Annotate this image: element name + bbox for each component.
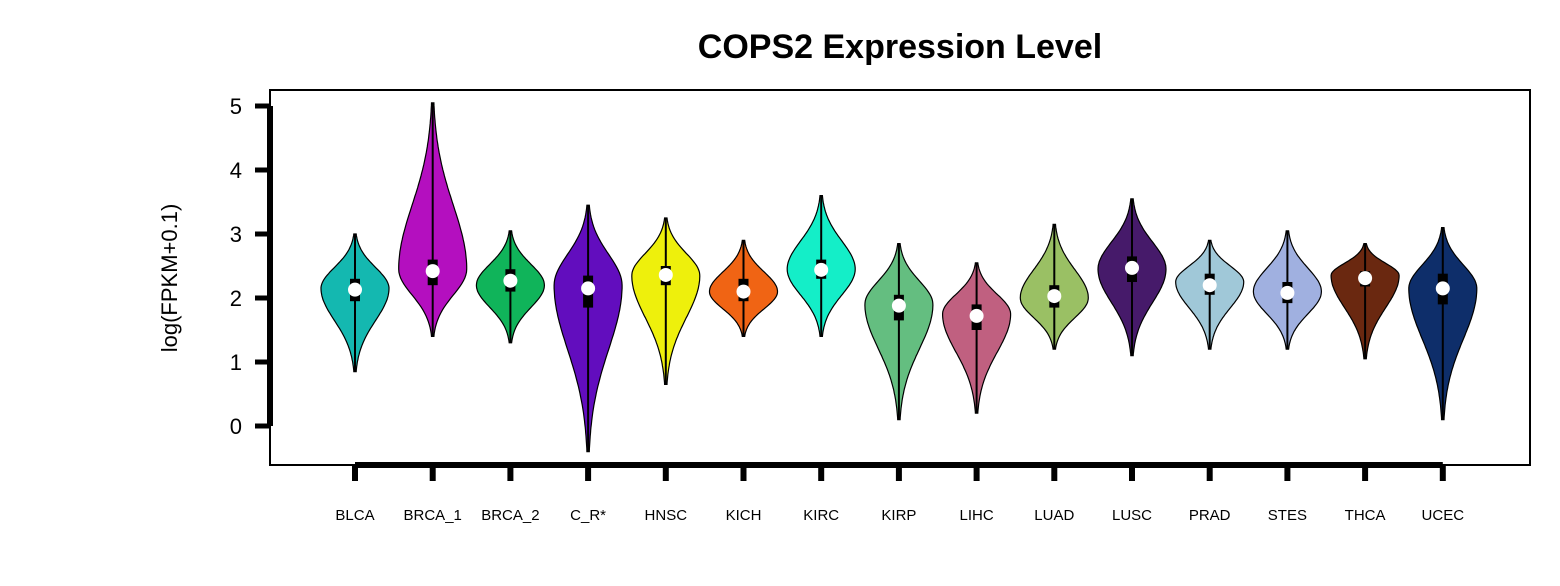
violin-ucec <box>1408 227 1478 421</box>
chart-title: COPS2 Expression Level <box>698 28 1102 66</box>
violin-median-point <box>658 267 673 282</box>
violin-lihc <box>942 262 1012 414</box>
violin-median-point <box>814 262 829 277</box>
y-tick-label: 4 <box>230 158 242 183</box>
violin-median-point <box>348 282 362 297</box>
violin-prad <box>1175 239 1245 350</box>
violin-median-point <box>891 298 906 313</box>
x-tick-label: C_R* <box>570 507 606 524</box>
y-tick-label: 2 <box>230 286 242 311</box>
x-tick-label: KIRC <box>803 507 839 524</box>
violin-median-point <box>425 264 440 279</box>
y-tick-label: 0 <box>230 414 242 439</box>
x-tick-label: BRCA_1 <box>404 507 462 524</box>
violin-median-point <box>1280 285 1295 300</box>
violin-median-point <box>1047 289 1062 304</box>
x-tick-label: BRCA_2 <box>481 507 539 524</box>
violin-median-point <box>581 281 596 296</box>
violin-median-point <box>1125 260 1139 275</box>
x-tick-label: LUSC <box>1112 507 1152 524</box>
x-tick-label: LIHC <box>960 507 994 524</box>
x-tick-label: KIRP <box>881 507 916 524</box>
y-axis: 0 1 2 3 4 5 <box>230 94 273 439</box>
violin-median-point <box>736 284 751 299</box>
violin-stes <box>1252 230 1323 350</box>
violin-brca-2 <box>475 230 546 344</box>
violin-kirp <box>864 243 934 421</box>
y-tick-label: 5 <box>230 94 242 119</box>
violin-thca <box>1330 243 1400 360</box>
x-tick-label: KICH <box>726 507 762 524</box>
violin-kirc <box>786 195 856 337</box>
violin-median-point <box>1435 281 1450 296</box>
x-tick-label: BLCA <box>335 507 374 524</box>
x-tick-label: STES <box>1268 507 1307 524</box>
y-tick-label: 1 <box>230 350 242 375</box>
violins-group <box>320 102 1478 453</box>
violin-lusc <box>1097 198 1167 357</box>
violin-median-point <box>503 273 518 288</box>
x-tick-label: PRAD <box>1189 507 1231 524</box>
violin-brca-1 <box>398 102 468 337</box>
y-axis-label: log(FPKM+0.1) <box>157 204 182 353</box>
y-tick-label: 3 <box>230 222 242 247</box>
x-tick-label: THCA <box>1345 507 1386 524</box>
x-axis: BLCA BRCA_1 BRCA_2 C_R* HNSC KICH KIRC KIRP LIHC… <box>335 462 1465 524</box>
violin-median-point <box>1202 278 1217 293</box>
violin-median-point <box>969 308 984 323</box>
violin-c-r- <box>553 204 623 453</box>
x-tick-label: LUAD <box>1034 507 1074 524</box>
violin-median-point <box>1358 271 1373 286</box>
violin-hnsc <box>631 217 701 385</box>
violin-kich <box>708 239 779 337</box>
violin-blca <box>320 233 390 373</box>
x-tick-label: HNSC <box>645 507 688 524</box>
x-tick-label: UCEC <box>1422 507 1465 524</box>
violin-luad <box>1019 223 1089 350</box>
